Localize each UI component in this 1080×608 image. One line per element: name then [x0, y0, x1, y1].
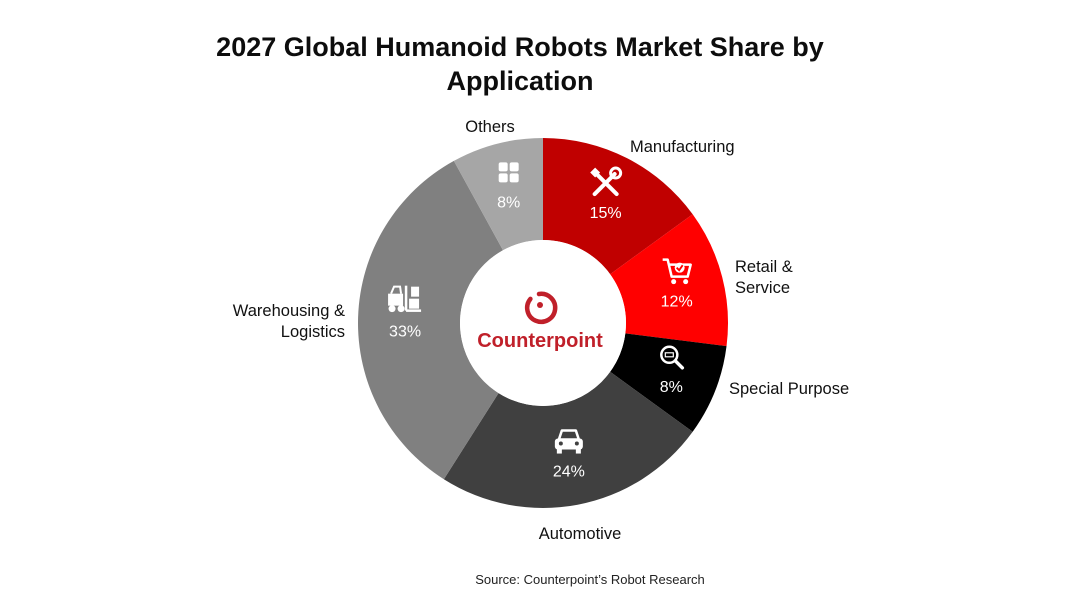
shopping-cart-icon: [662, 258, 692, 285]
percent-label-manufacturing: 15%: [590, 205, 622, 222]
counterpoint-logo-mark: [524, 291, 558, 325]
category-label-manufacturing: Manufacturing: [630, 138, 735, 156]
category-label-automotive: Automotive: [539, 525, 622, 543]
source-note: Source: Counterpoint’s Robot Research: [475, 572, 705, 587]
slice-icons: [388, 162, 692, 454]
category-label-warehousing-and-logistics: Warehousing & Logistics: [233, 302, 345, 341]
chart-title: 2027 Global Humanoid Robots Market Share…: [200, 30, 840, 98]
percent-label-automotive: 24%: [553, 464, 585, 481]
percent-label-retail-and-service: 12%: [661, 294, 693, 311]
magnifier-icon: [660, 345, 685, 370]
percent-label-special-purpose: 8%: [660, 379, 683, 396]
tools-icon: [590, 166, 623, 197]
slice-category-labels: Manufacturing Retail & Service Special Purp…: [233, 118, 849, 543]
slice-retail-and-service: [610, 214, 728, 347]
chart-title-line-2: Application: [446, 66, 594, 96]
slice-manufacturing: [543, 138, 693, 275]
slice-special-purpose: [610, 333, 727, 432]
car-icon: [554, 429, 583, 454]
counterpoint-logo: Counterpoint: [477, 291, 603, 352]
slice-warehousing-and-logistics: [358, 160, 504, 480]
counterpoint-logo-text: Counterpoint: [477, 330, 603, 352]
grid-icon: [498, 162, 519, 183]
category-label-others: Others: [465, 118, 515, 136]
percent-label-warehousing-and-logistics: 33%: [389, 324, 421, 341]
category-label-special-purpose: Special Purpose: [729, 380, 849, 398]
forklift-icon: [388, 285, 422, 313]
chart-title-line-1: 2027 Global Humanoid Robots Market Share…: [216, 32, 824, 62]
slice-percent-labels: 15% 12% 8% 24% 33% 8%: [389, 194, 693, 480]
slice-others: [453, 138, 543, 251]
category-label-retail-and-service: Retail & Service: [735, 258, 793, 297]
percent-label-others: 8%: [497, 194, 520, 211]
